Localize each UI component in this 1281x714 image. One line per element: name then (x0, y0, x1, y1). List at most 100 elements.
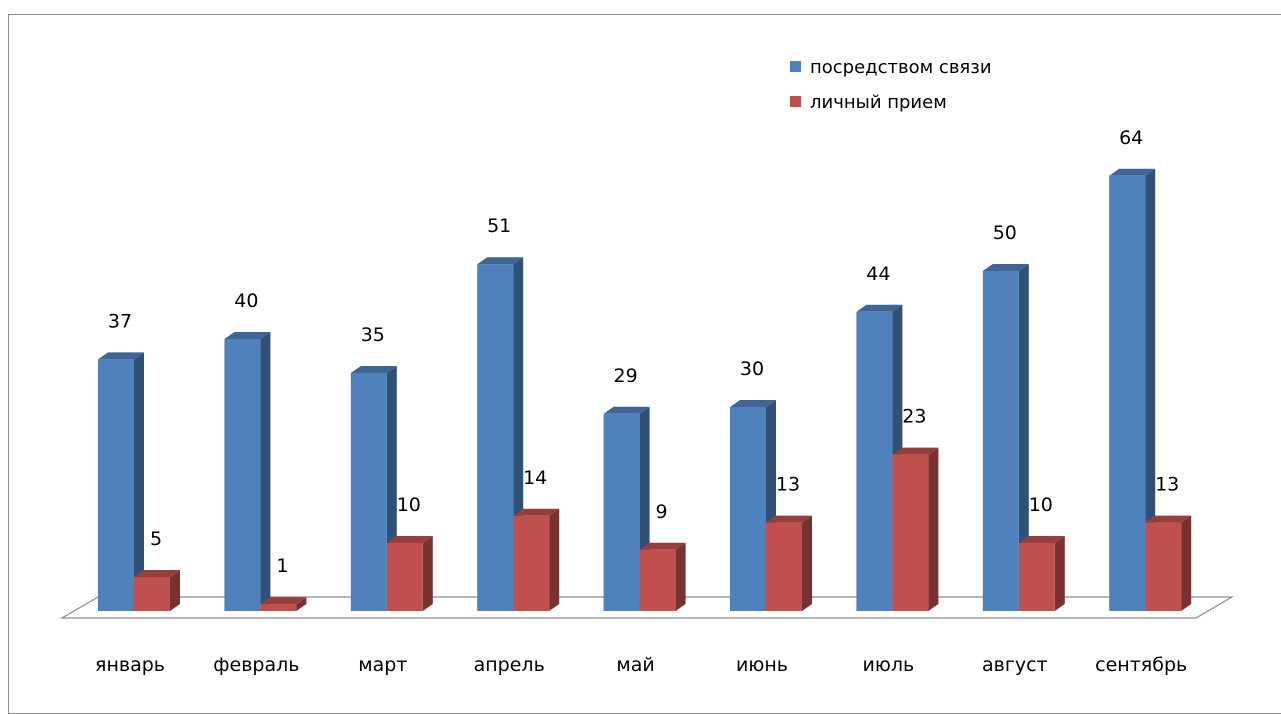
bar-side (1181, 515, 1192, 611)
bar-top (856, 304, 903, 312)
bar-front (134, 577, 170, 611)
bar-front (766, 522, 802, 611)
data-label-1-6: 30 (740, 358, 764, 380)
bar-side (549, 508, 560, 611)
bar-top (1018, 536, 1065, 543)
data-label-1-8: 50 (993, 222, 1017, 244)
category-label-4: апрель (474, 654, 545, 676)
category-label-2: февраль (213, 654, 299, 676)
legend: посредством связи личный прием (790, 57, 992, 113)
data-label-2-1: 5 (150, 528, 162, 550)
legend-swatch-series-2 (790, 96, 801, 107)
category-label-7: июль (863, 654, 915, 676)
data-label-1-5: 29 (614, 365, 638, 387)
bars-group (98, 168, 1192, 612)
bar-side (1145, 168, 1156, 612)
data-label-1-7: 44 (866, 263, 890, 285)
data-label-2-7: 23 (902, 406, 926, 428)
bar-front (730, 407, 766, 611)
bar-front (477, 264, 514, 611)
bar-front (856, 311, 893, 611)
bar-2-5 (639, 542, 686, 611)
bar-front (513, 515, 550, 611)
bar-2-8 (1018, 536, 1065, 611)
bar-top (513, 508, 560, 516)
bar-side (675, 542, 686, 611)
bar-top (730, 400, 776, 407)
bar-top (603, 406, 650, 414)
bar-1-8 (982, 264, 1029, 611)
bar-top (982, 264, 1029, 271)
bar-side (928, 447, 939, 611)
bar-1-6 (730, 400, 776, 611)
bar-front (1109, 175, 1146, 612)
bar-front (639, 549, 676, 611)
legend-swatch-series-1 (790, 61, 801, 72)
bar-side (802, 515, 812, 611)
bar-side (1054, 536, 1065, 611)
data-label-2-9: 13 (1155, 474, 1179, 496)
data-labels-group: 37 5 40 1 35 10 51 14 29 9 30 13 44 23 50 10 64 13 (108, 127, 1179, 577)
bar-front (350, 373, 387, 611)
bar-1-1 (98, 352, 144, 611)
data-label-2-8: 10 (1029, 494, 1053, 516)
bar-top (892, 447, 939, 455)
category-label-3: март (358, 654, 407, 676)
legend-label-series-2: личный прием (810, 92, 947, 113)
bar-1-4 (477, 257, 524, 611)
bar-top (98, 352, 144, 360)
bar-2-6 (766, 515, 812, 611)
data-label-2-5: 9 (656, 501, 668, 523)
data-label-1-3: 35 (361, 324, 385, 346)
bar-front (603, 413, 640, 611)
bar-side (170, 570, 180, 611)
bar-top (134, 570, 180, 577)
bar-2-1 (134, 570, 180, 611)
bar-side (134, 352, 144, 611)
bar-2-2 (260, 597, 307, 611)
data-label-2-3: 10 (397, 494, 421, 516)
bar-side (1018, 264, 1029, 611)
bar-front (386, 543, 423, 611)
data-label-1-1: 37 (108, 310, 132, 332)
bar-top (1145, 515, 1192, 523)
bar-top (386, 536, 433, 543)
data-label-2-4: 14 (523, 467, 547, 489)
category-label-8: август (982, 654, 1048, 676)
category-label-9: сентябрь (1095, 654, 1187, 676)
data-label-2-6: 13 (776, 474, 800, 496)
bar-front (98, 359, 134, 611)
bar-top (639, 542, 686, 550)
data-label-1-9: 64 (1119, 127, 1143, 149)
bar-2-3 (386, 536, 433, 611)
bar-top (1109, 168, 1156, 176)
bar-side (260, 332, 271, 611)
bar-front (982, 271, 1019, 611)
data-label-2-2: 1 (276, 555, 288, 577)
bar-2-9 (1145, 515, 1192, 611)
bar-2-7 (892, 447, 939, 611)
bar-top (766, 515, 812, 523)
bar-front (1018, 543, 1055, 611)
bar-front (260, 604, 297, 611)
bar-top (224, 332, 271, 339)
bar-front (892, 454, 929, 611)
bar-top (260, 597, 307, 605)
data-label-1-2: 40 (234, 290, 258, 312)
bar-side (422, 536, 433, 611)
legend-label-series-1: посредством связи (810, 57, 992, 78)
data-label-1-4: 51 (487, 215, 511, 237)
bar-1-2 (224, 332, 271, 611)
category-label-6: июнь (736, 654, 788, 676)
bar-2-4 (513, 508, 560, 611)
bar-top (350, 366, 397, 373)
category-label-1: январь (95, 654, 165, 676)
bar-side (296, 597, 307, 611)
category-labels-group: январь февраль март апрель май июнь июль август… (95, 654, 1187, 676)
category-label-5: май (616, 654, 654, 676)
bar-front (1145, 522, 1182, 611)
bar-front (224, 339, 261, 611)
bar-1-9 (1109, 168, 1156, 612)
bar-top (477, 257, 524, 265)
